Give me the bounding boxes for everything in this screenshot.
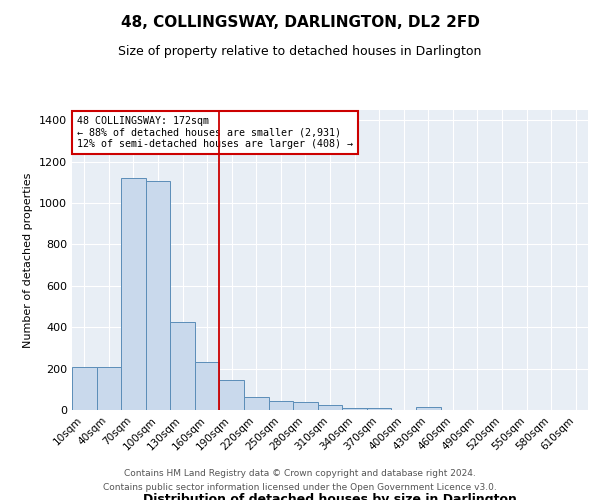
Text: Size of property relative to detached houses in Darlington: Size of property relative to detached ho…: [118, 45, 482, 58]
Bar: [146, 182, 170, 410]
Bar: [97, 366, 121, 410]
Bar: [342, 408, 367, 410]
Text: 48, COLLINGSWAY, DARLINGTON, DL2 2FD: 48, COLLINGSWAY, DARLINGTON, DL2 2FD: [121, 15, 479, 30]
Bar: [269, 400, 293, 410]
Bar: [318, 406, 342, 410]
Bar: [244, 397, 269, 410]
Bar: [367, 408, 391, 410]
Bar: [293, 402, 318, 410]
Bar: [121, 178, 146, 410]
Text: 48 COLLINGSWAY: 172sqm
← 88% of detached houses are smaller (2,931)
12% of semi-: 48 COLLINGSWAY: 172sqm ← 88% of detached…: [77, 116, 353, 149]
Text: Contains HM Land Registry data © Crown copyright and database right 2024.: Contains HM Land Registry data © Crown c…: [124, 468, 476, 477]
Bar: [416, 407, 440, 410]
Bar: [195, 362, 220, 410]
Bar: [72, 366, 97, 410]
Bar: [220, 380, 244, 410]
Bar: [170, 322, 195, 410]
Y-axis label: Number of detached properties: Number of detached properties: [23, 172, 34, 348]
X-axis label: Distribution of detached houses by size in Darlington: Distribution of detached houses by size …: [143, 494, 517, 500]
Text: Contains public sector information licensed under the Open Government Licence v3: Contains public sector information licen…: [103, 484, 497, 492]
